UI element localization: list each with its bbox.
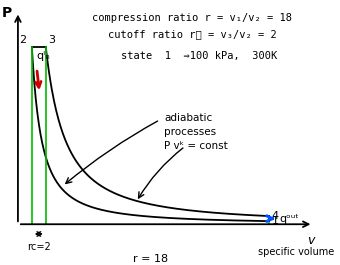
Text: qᴵₙ: qᴵₙ xyxy=(36,51,50,61)
Text: 3: 3 xyxy=(49,35,55,45)
Text: cutoff ratio rᴄ = v₃/v₂ = 2: cutoff ratio rᴄ = v₃/v₂ = 2 xyxy=(108,29,276,39)
Text: qᵒᵘᵗ: qᵒᵘᵗ xyxy=(280,214,300,224)
Text: r = 18: r = 18 xyxy=(133,254,168,264)
Text: v: v xyxy=(307,234,314,247)
Text: state  1  ⇒100 kPa,  300K: state 1 ⇒100 kPa, 300K xyxy=(121,51,277,61)
Text: rᴄ=2: rᴄ=2 xyxy=(27,242,51,252)
Text: 2: 2 xyxy=(19,35,26,45)
Text: adiabatic
processes
P vᵏ = const: adiabatic processes P vᵏ = const xyxy=(164,113,228,151)
Text: P: P xyxy=(2,6,12,20)
Text: compression ratio r = v₁/v₂ = 18: compression ratio r = v₁/v₂ = 18 xyxy=(92,14,292,23)
Text: 4: 4 xyxy=(272,211,278,221)
Text: specific volume: specific volume xyxy=(258,247,335,257)
Text: 1: 1 xyxy=(272,216,278,226)
